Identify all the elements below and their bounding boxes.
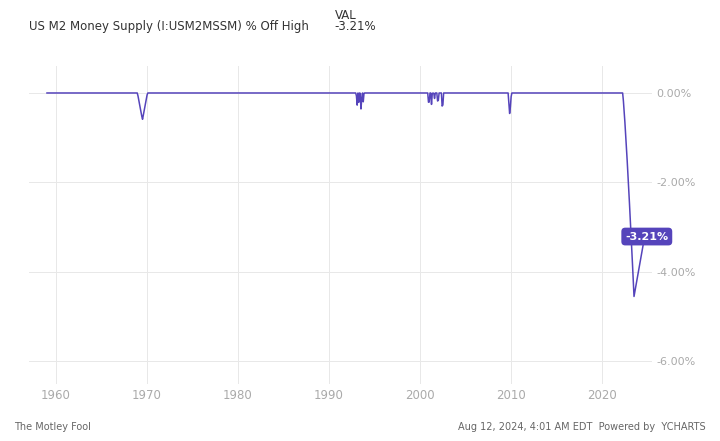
Text: US M2 Money Supply (I:USM2MSSM) % Off High: US M2 Money Supply (I:USM2MSSM) % Off Hi… [29,20,309,33]
Text: The Motley Fool: The Motley Fool [14,422,91,432]
Text: -3.21%: -3.21% [335,20,377,33]
Text: VAL: VAL [335,9,356,22]
Text: -3.21%: -3.21% [625,232,668,242]
Text: Aug 12, 2024, 4:01 AM EDT  Powered by  YCHARTS: Aug 12, 2024, 4:01 AM EDT Powered by YCH… [458,422,706,432]
